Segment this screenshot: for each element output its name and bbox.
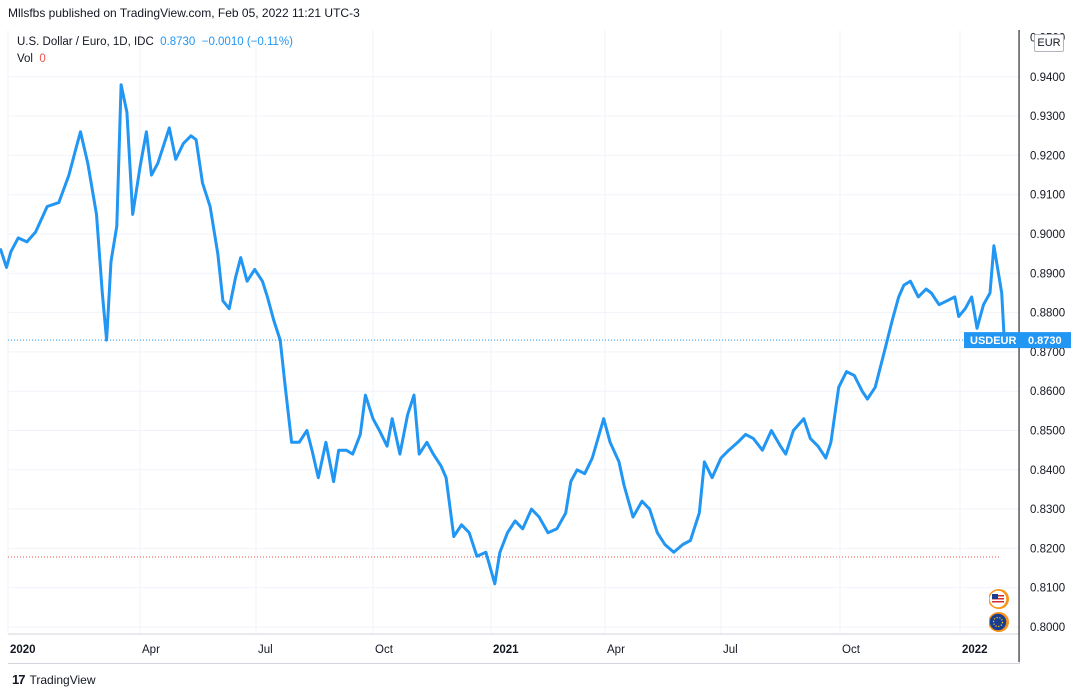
y-tick-label: 0.9400 bbox=[1030, 72, 1065, 84]
volume-value: 0 bbox=[39, 53, 46, 65]
last-value: 0.8730 bbox=[160, 36, 196, 48]
currency-button[interactable]: EUR bbox=[1034, 34, 1064, 52]
y-tick-label: 0.9200 bbox=[1030, 150, 1065, 162]
brand-name[interactable]: TradingView bbox=[29, 672, 96, 687]
y-tick-label: 0.9300 bbox=[1030, 111, 1065, 123]
chart-legend: U.S. Dollar / Euro, 1D, IDC 0.8730 −0.00… bbox=[17, 34, 293, 68]
x-tick-label: Oct bbox=[375, 644, 394, 656]
change-value: −0.0010 (−0.11%) bbox=[201, 36, 293, 48]
x-tick-label: Apr bbox=[607, 644, 625, 656]
y-tick-label: 0.8900 bbox=[1030, 268, 1065, 280]
y-tick-label: 0.8300 bbox=[1030, 504, 1065, 516]
y-tick-label: 0.8500 bbox=[1030, 426, 1065, 438]
volume-label: Vol bbox=[17, 53, 33, 65]
symbol-name: U.S. Dollar / Euro, 1D, IDC bbox=[17, 36, 154, 48]
y-tick-label: 0.8800 bbox=[1030, 308, 1065, 320]
x-tick-label: 2022 bbox=[962, 644, 988, 656]
tradingview-logo-icon[interactable]: 17 bbox=[12, 672, 26, 687]
last-price-symbol: USDEUR bbox=[970, 335, 1017, 347]
y-tick-label: 0.8700 bbox=[1030, 347, 1065, 359]
y-tick-label: 0.9000 bbox=[1030, 229, 1065, 241]
x-tick-label: Apr bbox=[142, 644, 160, 656]
last-price-tag bbox=[964, 332, 1071, 349]
y-tick-label: 0.8400 bbox=[1030, 465, 1065, 477]
published-header: Mllsfbs published on TradingView.com, Fe… bbox=[8, 6, 360, 20]
volume-row[interactable]: Vol 0 bbox=[17, 51, 293, 68]
y-tick-label: 0.8200 bbox=[1030, 543, 1065, 555]
eur-flag-icon[interactable] bbox=[988, 612, 1009, 632]
last-price-value: 0.8730 bbox=[1028, 335, 1062, 347]
x-tick-label: Jul bbox=[723, 644, 738, 656]
y-tick-label: 0.9100 bbox=[1030, 190, 1065, 202]
x-tick-label: 2020 bbox=[10, 644, 36, 656]
x-tick-label: 2021 bbox=[493, 644, 519, 656]
y-tick-label: 0.8600 bbox=[1030, 386, 1065, 398]
symbol-row[interactable]: U.S. Dollar / Euro, 1D, IDC 0.8730 −0.00… bbox=[17, 34, 293, 51]
x-tick-label: Jul bbox=[258, 644, 273, 656]
footer: 17 TradingView bbox=[12, 672, 96, 687]
y-tick-label: 0.8000 bbox=[1030, 622, 1065, 634]
x-tick-label: Oct bbox=[842, 644, 861, 656]
usd-flag-icon[interactable] bbox=[988, 589, 1009, 609]
price-series-line bbox=[0, 83, 1006, 586]
y-tick-label: 0.8100 bbox=[1030, 583, 1065, 595]
